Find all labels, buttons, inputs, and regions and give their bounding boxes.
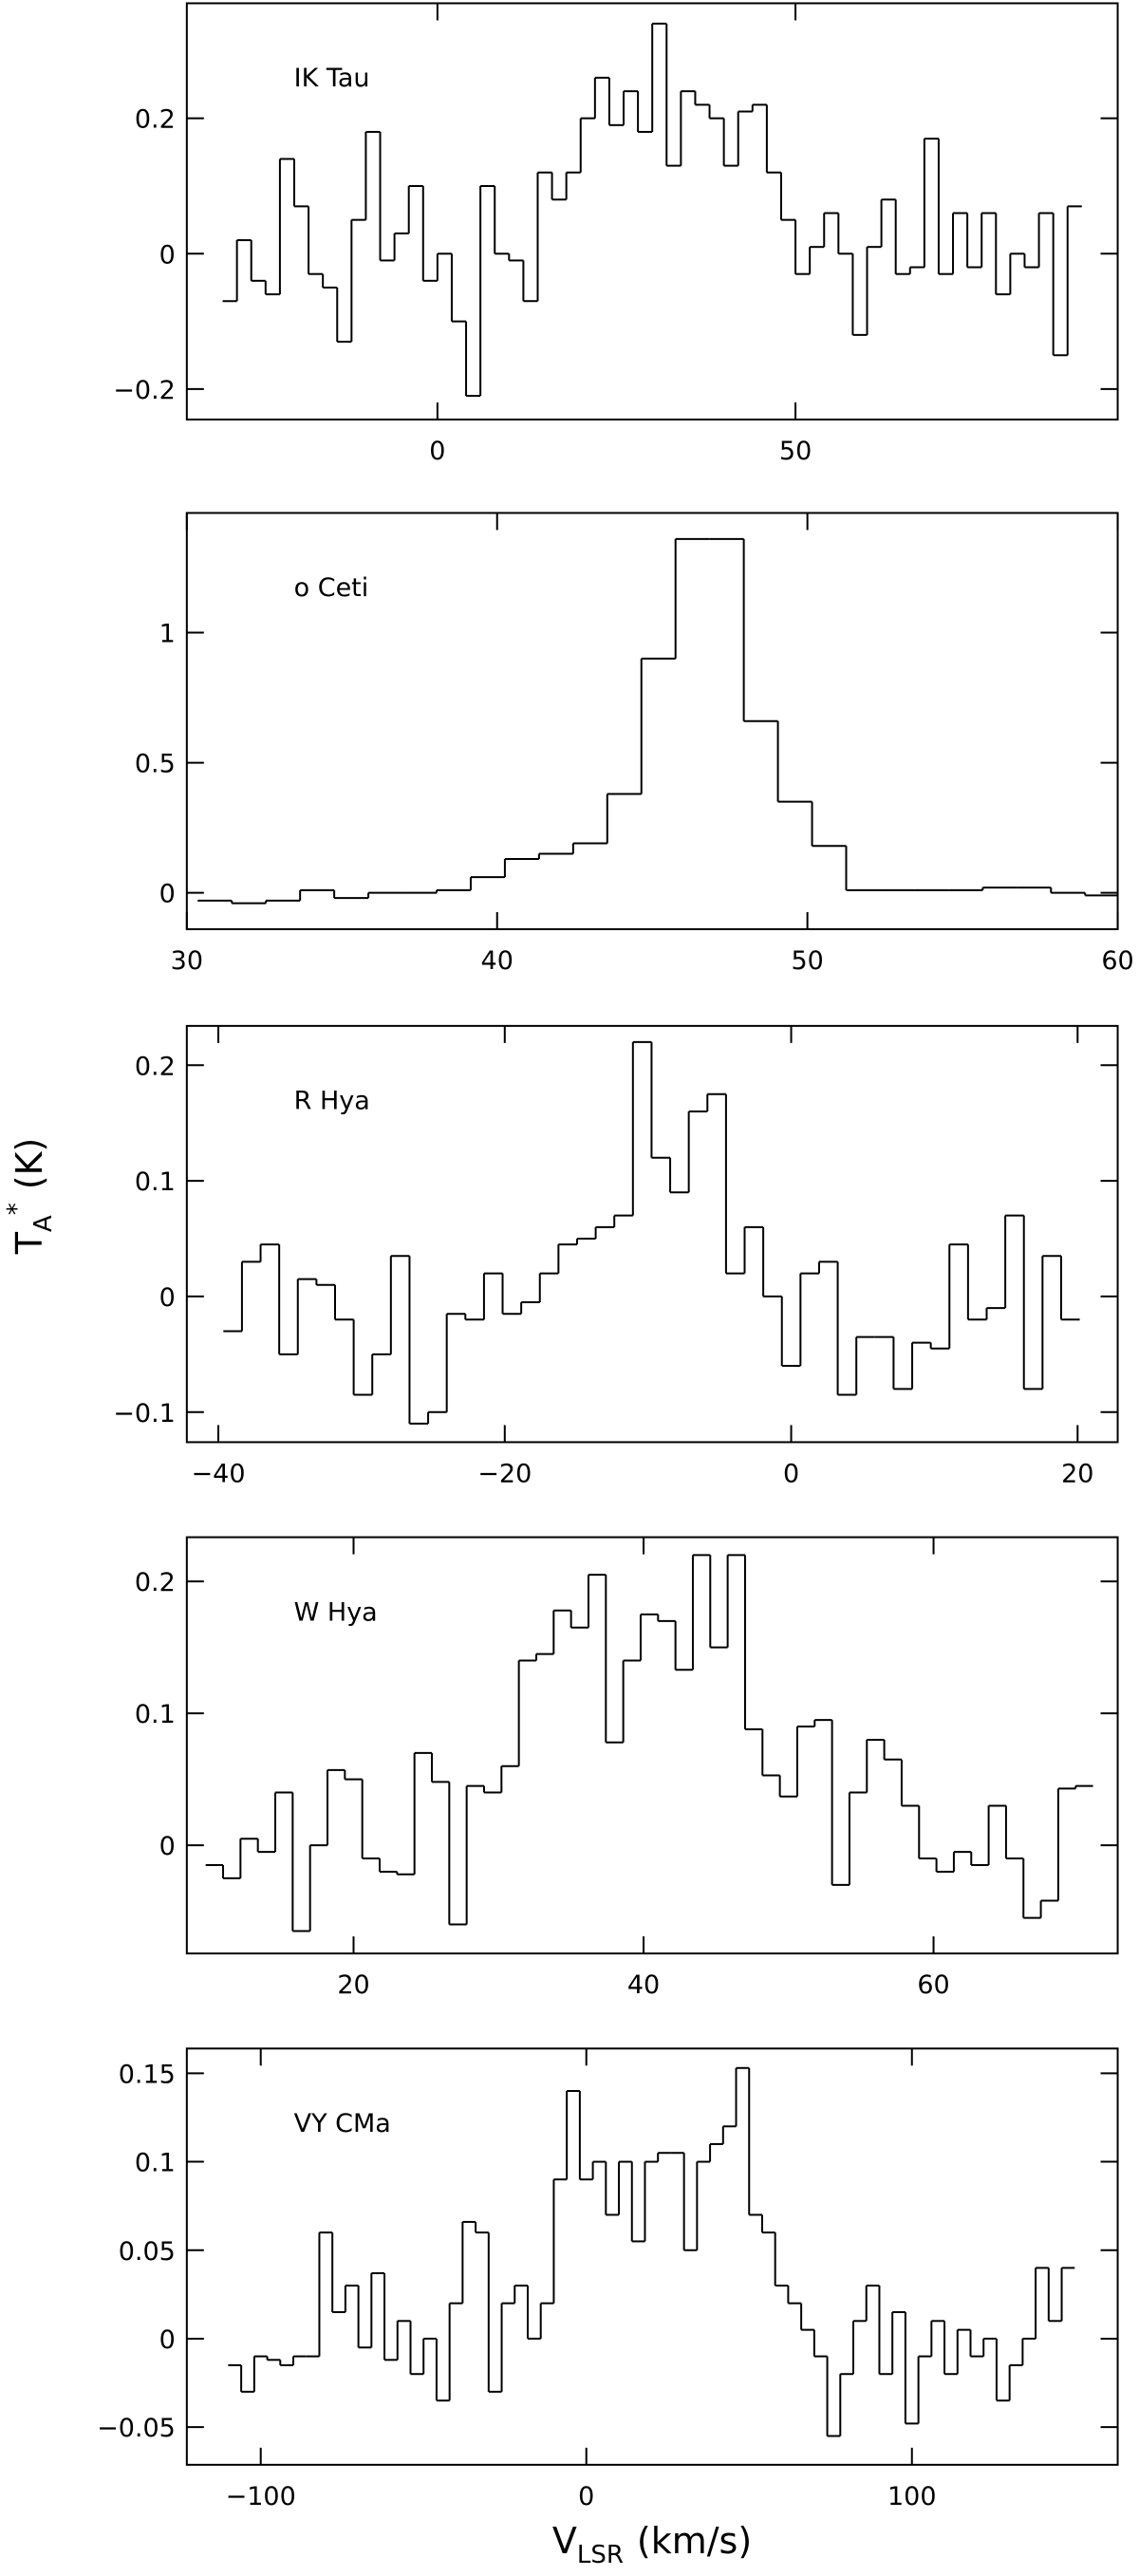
y-label-sub: A [29,1215,58,1232]
x-tick-label: 0 [429,437,445,466]
panel-label: o Ceti [294,573,369,603]
plot-frame [185,1024,1119,1444]
y-tick-label: 1 [159,620,176,649]
panel [223,1040,1080,1425]
x-tick-label: 60 [917,1970,949,2000]
plot-frame [185,2,1119,421]
y-tick-label: 0.2 [135,105,176,135]
x-tick-label: 50 [779,437,812,466]
x-tick-label: −100 [226,2482,296,2511]
y-label-sup: * [3,1203,31,1215]
plot-frame [185,1536,1119,1955]
panel-label: IK Tau [294,64,370,93]
y-tick-label: 0.5 [135,750,176,779]
panel [205,1554,1093,1932]
x-tick-label: 40 [627,1970,660,2000]
y-label-main: T [9,1231,50,1255]
x-tick-label: 30 [171,946,203,976]
panel-label: R Hya [294,1087,370,1116]
y-tick-label: 0.1 [135,1700,176,1729]
x-axis-label: VLSR (km/s) [552,2520,752,2569]
y-tick-label: 0.1 [135,1167,176,1197]
x-label-unit: (km/s) [637,2520,752,2562]
x-tick-label: 20 [337,1970,369,2000]
panel [228,2066,1075,2437]
y-axis-label: TA* (K) [3,1138,58,1256]
x-tick-label: 40 [481,946,513,976]
y-tick-label: 0.2 [135,1052,176,1081]
panel-label: W Hya [294,1597,378,1627]
y-tick-label: 0 [159,240,176,270]
x-tick-label: 20 [1061,1459,1093,1488]
panel [197,537,1118,905]
y-tick-label: −0.1 [113,1399,176,1428]
y-tick-label: −0.2 [113,376,176,405]
x-tick-label: 60 [1101,946,1133,976]
y-label-unit: (K) [9,1138,50,1190]
panel [222,22,1082,398]
y-tick-label: −0.05 [97,2414,176,2443]
y-tick-label: 0.15 [119,2060,176,2089]
y-tick-label: 0.05 [119,2237,176,2267]
x-tick-label: 0 [783,1459,799,1488]
x-tick-label: 100 [887,2482,937,2511]
x-tick-label: 50 [791,946,823,976]
x-label-main: V [552,2520,577,2562]
y-tick-label: 0.1 [135,2149,176,2178]
plot-frame [185,512,1119,930]
x-label-sub: LSR [577,2541,624,2569]
y-tick-label: 0 [159,880,176,909]
panel-label: VY CMa [294,2109,391,2138]
y-tick-label: 0 [159,2325,176,2355]
plot-frame [185,2047,1119,2466]
y-tick-label: 0 [159,1832,176,1861]
y-tick-label: 0.2 [135,1568,176,1597]
x-tick-label: −20 [477,1459,532,1488]
x-tick-label: 0 [578,2482,594,2511]
x-tick-label: −40 [192,1459,246,1488]
y-tick-label: 0 [159,1283,176,1313]
